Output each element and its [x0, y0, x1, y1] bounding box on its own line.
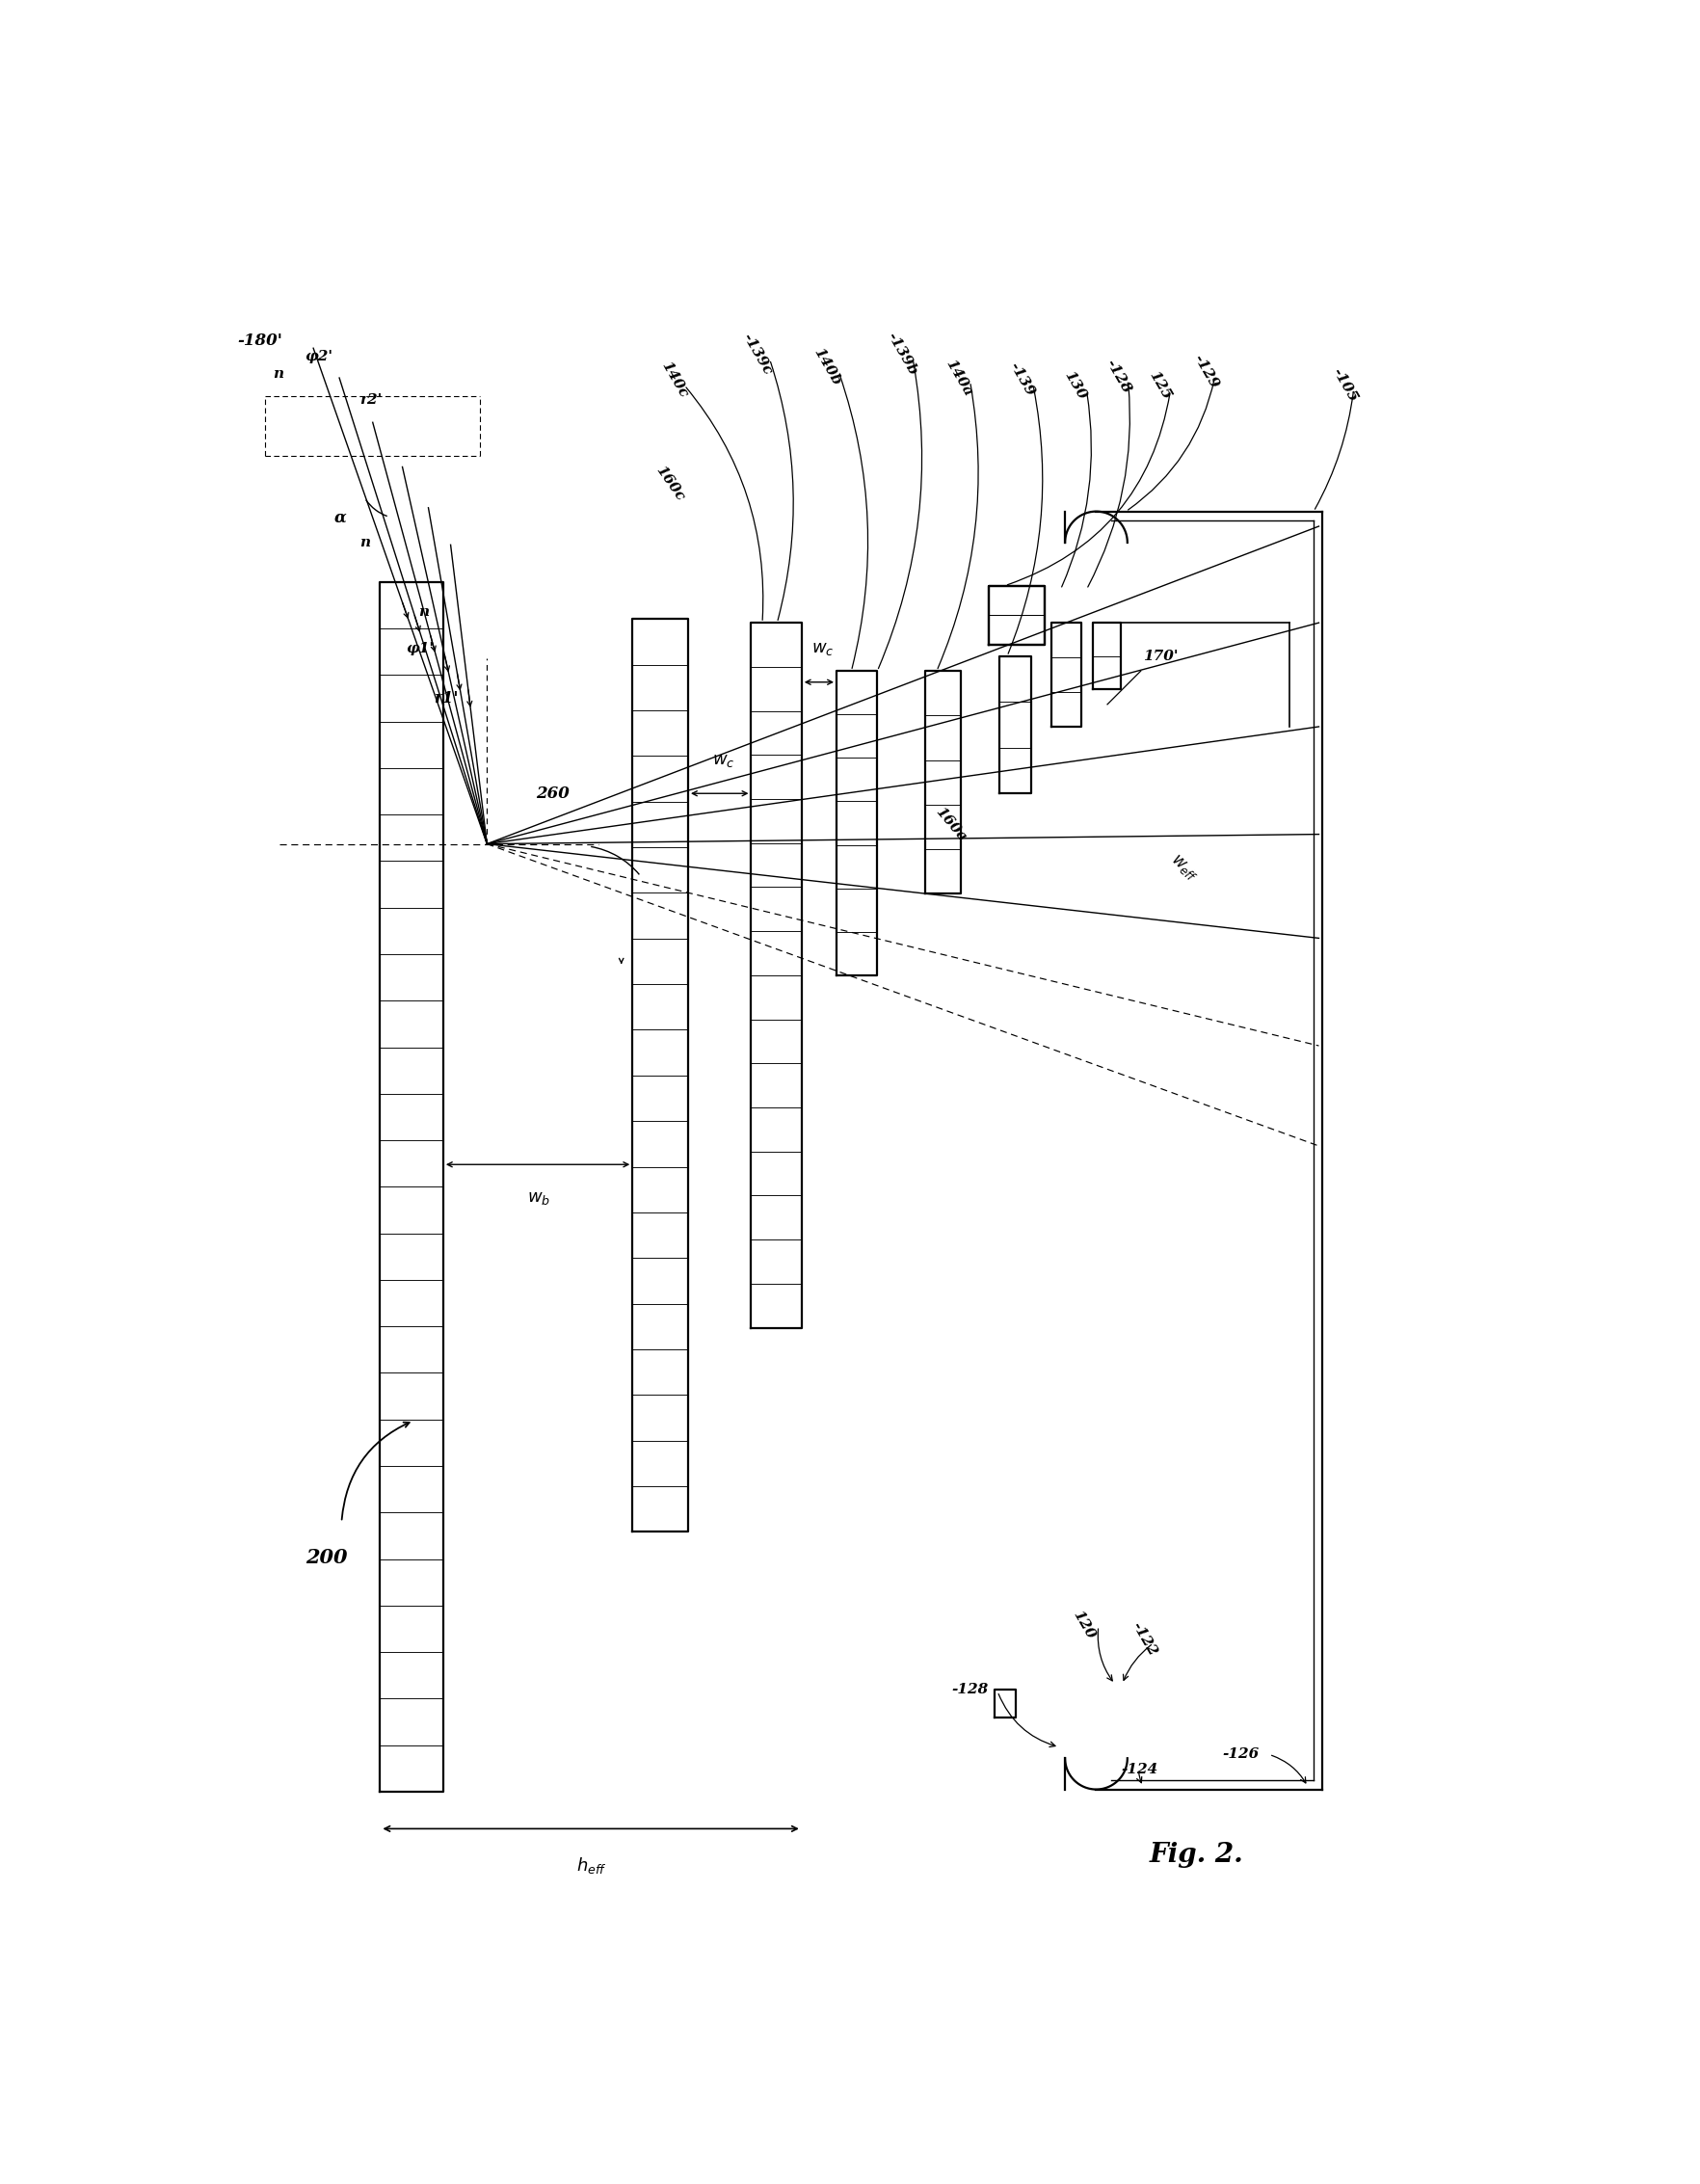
Text: -139b: -139b: [884, 330, 920, 378]
Text: φ1': φ1': [406, 642, 434, 655]
Text: -180': -180': [238, 332, 282, 349]
Text: 160a: 160a: [932, 806, 969, 845]
Text: n: n: [418, 605, 428, 618]
Text: 260: 260: [536, 786, 570, 802]
Text: r1': r1': [434, 690, 457, 708]
Text: 130: 130: [1061, 369, 1088, 402]
Text: n: n: [272, 367, 284, 380]
Text: -128: -128: [950, 1684, 988, 1697]
Text: -139c: -139c: [740, 332, 774, 378]
Text: 140c: 140c: [658, 358, 690, 400]
Text: $w_b$: $w_b$: [527, 1190, 549, 1206]
Text: 140b: 140b: [811, 345, 842, 389]
Text: -124: -124: [1120, 1762, 1158, 1776]
Text: -122: -122: [1129, 1621, 1159, 1660]
Text: 125: 125: [1146, 369, 1173, 402]
Text: -126: -126: [1222, 1747, 1258, 1760]
Text: $h_{eff}$: $h_{eff}$: [576, 1856, 607, 1876]
Text: -128: -128: [1103, 356, 1134, 395]
Text: $w_c$: $w_c$: [712, 751, 734, 769]
Text: $w_{eff}$: $w_{eff}$: [1166, 852, 1200, 885]
Text: Fig. 2.: Fig. 2.: [1149, 1841, 1243, 1867]
Text: -139: -139: [1006, 360, 1037, 400]
Text: 140a: 140a: [942, 356, 974, 400]
Text: 160c: 160c: [653, 463, 687, 502]
Text: r2': r2': [359, 393, 381, 406]
Text: n: n: [359, 535, 371, 550]
Text: 170': 170': [1142, 649, 1178, 664]
Text: 120: 120: [1069, 1607, 1096, 1642]
Text: -129: -129: [1190, 352, 1221, 391]
Text: -105: -105: [1329, 367, 1360, 404]
Text: α: α: [333, 509, 347, 526]
Text: $w_c$: $w_c$: [811, 640, 833, 657]
Text: 200: 200: [306, 1548, 347, 1568]
Text: φ2': φ2': [304, 349, 332, 365]
